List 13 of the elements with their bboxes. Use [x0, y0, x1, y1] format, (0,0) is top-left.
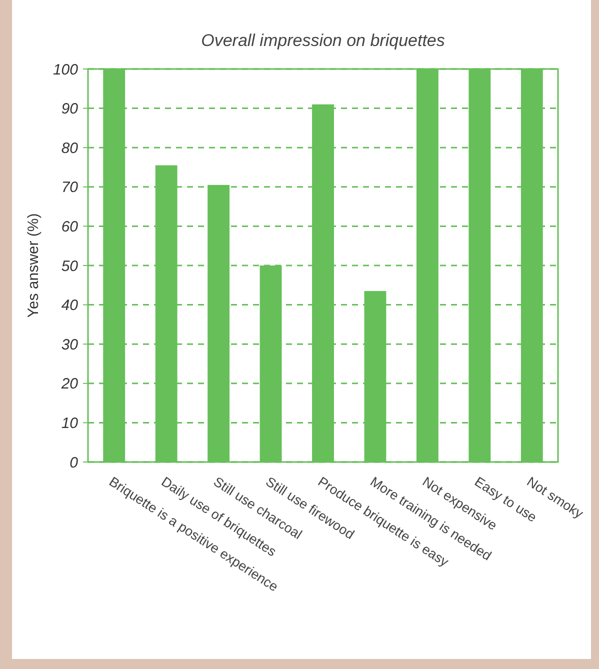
y-tick-label: 40	[61, 297, 79, 314]
y-tick-label: 20	[60, 376, 79, 393]
chart-title: Overall impression on briquettes	[201, 31, 446, 50]
y-tick-label: 10	[61, 414, 79, 432]
y-tick-label: 90	[61, 100, 79, 118]
y-tick-label: 0	[70, 454, 79, 472]
y-axis-title: Yes answer (%)	[25, 213, 42, 318]
y-tick-label: 30	[61, 336, 79, 354]
y-tick-label: 80	[61, 140, 79, 157]
y-tick-label: 100	[52, 61, 79, 78]
y-tick-label: 60	[61, 218, 79, 236]
y-tick-label: 50	[61, 258, 79, 275]
y-tick-label: 70	[61, 179, 79, 196]
